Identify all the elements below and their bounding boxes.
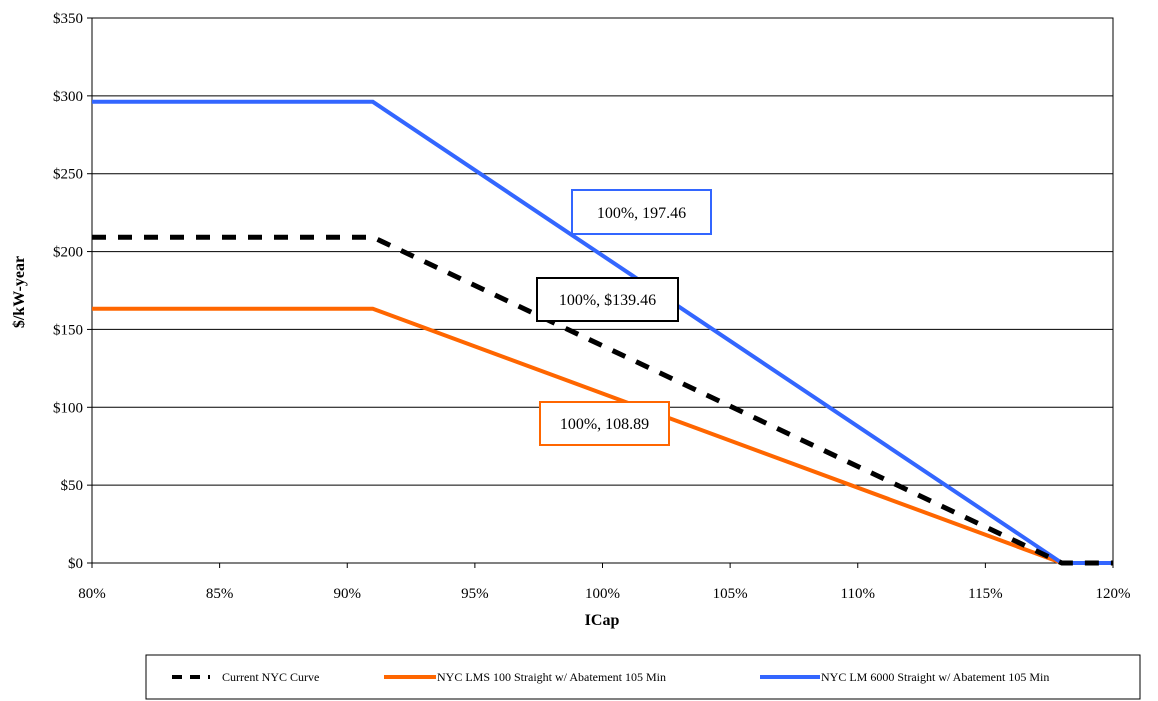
legend-label-current: Current NYC Curve <box>222 670 319 684</box>
y-tick-label: $200 <box>53 245 83 261</box>
x-tick-label: 100% <box>585 586 620 602</box>
gridlines <box>87 17 1113 564</box>
x-tick-label: 85% <box>206 586 234 602</box>
y-tick-label: $300 <box>53 89 83 105</box>
x-tick-label: 115% <box>968 586 1002 602</box>
series-lines <box>92 99 1113 566</box>
y-tick-label: $150 <box>53 322 83 338</box>
annotation-box <box>571 189 712 235</box>
annotation-lm6000: 100%, 197.46 <box>571 189 712 235</box>
annotation-box <box>539 401 670 446</box>
legend-box <box>145 654 1141 700</box>
x-tick-label: 110% <box>841 586 875 602</box>
y-tick-label: $350 <box>53 11 83 27</box>
annotation-box <box>536 277 679 322</box>
y-tick-label: $0 <box>68 556 83 572</box>
annotation-current: 100%, $139.46 <box>536 277 679 322</box>
series-line-0 <box>92 234 1113 566</box>
x-tick-label: 90% <box>334 586 362 602</box>
x-tick-label: 120% <box>1096 586 1131 602</box>
y-axis-ticks: $0 $50 $100 $150 $200 $250 $300 $350 <box>53 11 83 572</box>
y-tick-label: $250 <box>53 167 83 183</box>
y-tick-label: $100 <box>53 400 83 416</box>
y-axis-title: $/kW-year <box>11 256 28 328</box>
annotation-label: 100%, $139.46 <box>559 292 656 309</box>
x-tick-label: 95% <box>461 586 489 602</box>
x-tick-label: 80% <box>78 586 106 602</box>
y-tick-label: $50 <box>61 478 84 494</box>
x-axis-title: ICap <box>585 612 620 629</box>
annotation-label: 100%, 108.89 <box>560 416 649 433</box>
legend-label-lms100: NYC LMS 100 Straight w/ Abatement 105 Mi… <box>437 670 666 684</box>
legend-label-lm6000: NYC LM 6000 Straight w/ Abatement 105 Mi… <box>821 670 1049 684</box>
annotation-lms100: 100%, 108.89 <box>539 401 670 446</box>
x-tick-label: 105% <box>713 586 748 602</box>
legend: Current NYC Curve NYC LMS 100 Straight w… <box>145 654 1141 700</box>
x-axis-ticks: 80% 85% 90% 95% 100% 105% 110% 115% 120% <box>78 563 1131 602</box>
annotation-label: 100%, 197.46 <box>597 205 686 222</box>
